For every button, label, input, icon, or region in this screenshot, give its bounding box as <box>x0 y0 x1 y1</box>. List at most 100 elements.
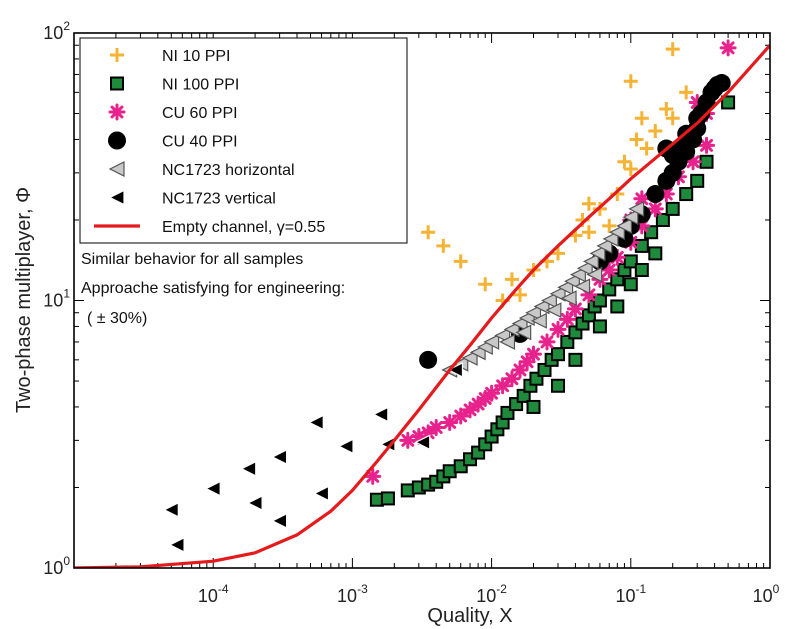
data-point <box>513 287 528 302</box>
data-point <box>271 449 288 465</box>
data-point <box>545 302 562 319</box>
data-point <box>162 501 179 518</box>
legend-label: NI 100 PPI <box>162 77 239 94</box>
data-point <box>581 225 596 240</box>
data-point <box>690 173 705 188</box>
data-point <box>639 141 654 156</box>
data-point <box>582 253 599 270</box>
data-point <box>610 299 625 314</box>
data-point <box>602 230 619 247</box>
data-point <box>679 187 694 202</box>
data-point <box>204 480 221 497</box>
legend-item-ni-10-ppi: NI 10 PPI <box>110 48 230 65</box>
data-point <box>515 324 532 341</box>
data-point <box>469 395 487 413</box>
data-point <box>364 467 382 485</box>
legend-swatch <box>108 131 126 150</box>
data-point <box>570 266 586 283</box>
legend-label: NI 10 PPI <box>162 48 230 65</box>
legend-swatch <box>110 48 124 62</box>
data-point <box>551 246 566 261</box>
data-point <box>665 42 680 57</box>
data-point <box>634 263 649 278</box>
data-point <box>596 237 613 254</box>
series-nc1723-vertical <box>162 361 464 553</box>
data-point <box>657 185 675 203</box>
data-point <box>419 350 438 369</box>
data-point <box>541 292 557 309</box>
data-point <box>372 406 389 423</box>
data-point <box>581 196 596 211</box>
data-point <box>453 254 468 269</box>
data-point <box>494 377 512 395</box>
data-point <box>399 431 417 449</box>
data-point <box>712 74 731 93</box>
x-tick-label: 10-3 <box>337 582 368 606</box>
data-point <box>557 279 574 296</box>
data-point <box>533 298 550 315</box>
data-point <box>436 238 451 253</box>
data-point <box>586 266 603 283</box>
data-point <box>698 136 716 154</box>
data-point <box>646 185 665 204</box>
data-point <box>633 190 651 208</box>
data-point <box>549 320 567 338</box>
data-point <box>168 536 185 553</box>
plot-area-frame <box>73 32 771 569</box>
legend-frame <box>79 37 408 244</box>
data-point <box>679 85 694 100</box>
legend-item-ni-100-ppi: NI 100 PPI <box>110 76 239 94</box>
data-point <box>617 154 632 169</box>
data-point <box>699 154 714 169</box>
data-point <box>503 321 520 338</box>
y-tick-label: 101 <box>43 287 70 311</box>
data-point <box>558 310 576 328</box>
data-point <box>592 319 607 334</box>
data-point <box>568 352 583 367</box>
legend-item-cu-40-ppi: CU 40 PPI <box>108 131 238 151</box>
data-point <box>537 362 552 377</box>
data-point <box>538 333 556 351</box>
series-empty-channel-0-55 <box>74 44 770 568</box>
legend-label: NC1723 vertical <box>162 191 276 208</box>
data-point <box>629 132 644 147</box>
data-point <box>576 260 593 277</box>
data-point <box>461 401 479 419</box>
data-point <box>648 246 663 261</box>
data-point <box>633 217 651 235</box>
y-tick-label: 102 <box>43 19 70 43</box>
data-point <box>307 414 324 431</box>
data-point <box>655 212 670 227</box>
data-point <box>483 333 500 350</box>
data-point <box>659 101 674 116</box>
legend-label: CU 40 PPI <box>162 134 238 151</box>
legend-label: Empty channel, γ=0.55 <box>162 219 325 236</box>
data-point <box>721 95 736 110</box>
y-tick-label: 100 <box>43 554 70 578</box>
data-point <box>380 491 395 506</box>
data-point <box>419 424 437 442</box>
data-point <box>478 277 493 292</box>
legend-swatch <box>108 189 125 206</box>
data-point <box>623 277 638 292</box>
x-tick-label: 10-1 <box>615 582 646 606</box>
legend-item-cu-60-ppi: CU 60 PPI <box>108 103 238 122</box>
data-point <box>684 153 702 171</box>
data-point <box>427 419 445 437</box>
x-tick-label: 100 <box>753 582 780 606</box>
legend-item-empty-channel-0-55: Empty channel, γ=0.55 <box>94 219 325 236</box>
data-point <box>616 217 633 234</box>
data-point <box>499 333 516 350</box>
data-point <box>461 349 478 366</box>
data-point <box>503 370 521 388</box>
series-ni-100-ppi <box>369 95 736 507</box>
data-point <box>665 111 680 126</box>
data-series <box>74 39 770 568</box>
data-point <box>580 286 598 304</box>
x-tick-label: 10-2 <box>476 582 507 606</box>
data-point <box>665 201 680 216</box>
data-point <box>623 74 638 89</box>
data-point <box>504 272 519 287</box>
data-point <box>563 273 580 290</box>
